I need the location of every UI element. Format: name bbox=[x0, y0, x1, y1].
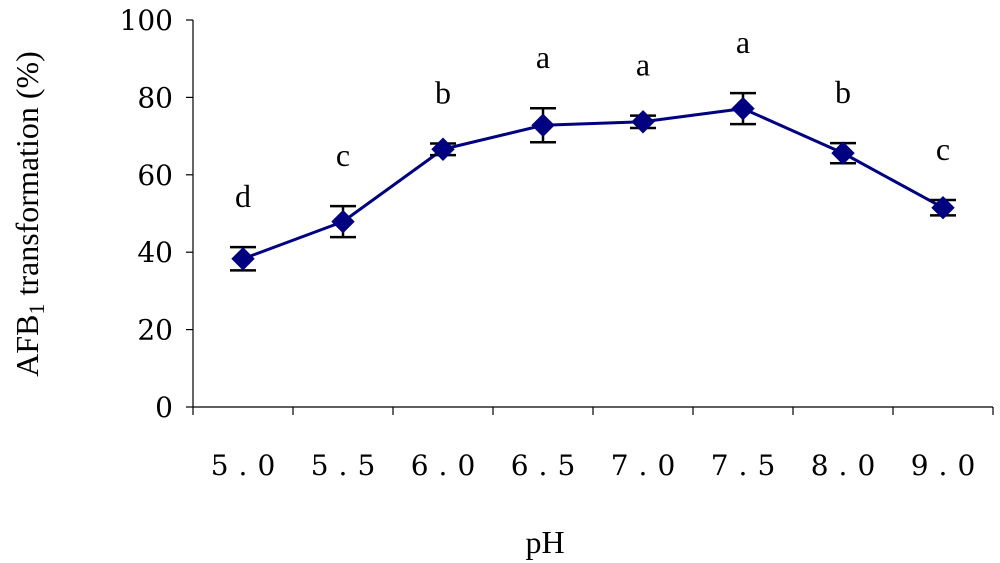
significance-label: b bbox=[435, 74, 451, 110]
x-tick-label: 7.5 bbox=[711, 449, 786, 482]
data-point-marker bbox=[731, 96, 755, 121]
x-tick-label: 5.0 bbox=[211, 449, 286, 482]
data-point-marker bbox=[431, 137, 455, 161]
y-axis-title: AFB1 transformation (%) bbox=[9, 51, 49, 377]
significance-label: a bbox=[536, 39, 550, 75]
x-tick-label: 8.0 bbox=[811, 449, 886, 482]
data-point-marker bbox=[931, 195, 955, 220]
x-tick-label: 6.5 bbox=[511, 449, 586, 482]
series-line bbox=[242, 107, 944, 261]
x-axis-title: pH bbox=[525, 524, 564, 560]
y-tick-label: 0 bbox=[155, 391, 173, 424]
y-axis-title-subscript: 1 bbox=[24, 304, 49, 315]
significance-label: c bbox=[336, 137, 350, 173]
x-tick-label: 7.0 bbox=[611, 449, 686, 482]
x-tick-label: 9.0 bbox=[911, 449, 986, 482]
significance-label: a bbox=[736, 24, 750, 60]
data-point-marker bbox=[531, 113, 555, 137]
y-ticks: 0 20 40 60 80 100 bbox=[120, 4, 193, 424]
x-tick-label: 5.5 bbox=[311, 449, 386, 482]
series-group: d c b a a a b c bbox=[230, 24, 956, 272]
y-tick-label: 60 bbox=[137, 159, 173, 192]
data-point-marker bbox=[631, 110, 655, 134]
data-point-marker bbox=[331, 209, 355, 234]
y-axis-title-rest: transformation (%) bbox=[9, 51, 45, 303]
y-tick-label: 80 bbox=[137, 81, 173, 114]
x-ticks: 5.0 5.5 6.0 6.5 7.0 7.5 8.0 9.0 bbox=[192, 407, 994, 482]
y-tick-label: 20 bbox=[137, 314, 173, 347]
significance-label: c bbox=[936, 131, 950, 167]
y-axis-title-main: AFB bbox=[9, 315, 45, 377]
x-tick-label: 6.0 bbox=[411, 449, 486, 482]
data-point-marker bbox=[231, 247, 255, 271]
y-tick-label: 100 bbox=[120, 4, 173, 37]
significance-label: d bbox=[235, 178, 251, 214]
significance-label: b bbox=[835, 74, 851, 110]
y-tick-label: 40 bbox=[137, 236, 173, 269]
y-axis: 0 20 40 60 80 100 bbox=[120, 4, 194, 424]
data-point-marker bbox=[831, 141, 855, 165]
x-axis: 5.0 5.5 6.0 6.5 7.0 7.5 8.0 9.0 bbox=[192, 406, 994, 482]
significance-label: a bbox=[636, 47, 650, 83]
